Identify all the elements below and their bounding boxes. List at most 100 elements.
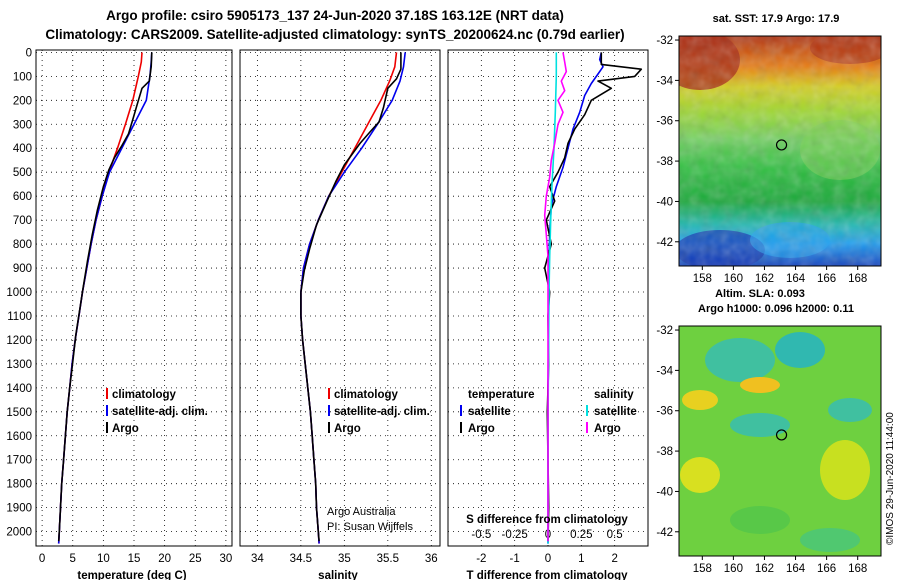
depth-tick-label: 1600: [6, 431, 32, 443]
x-tick-label: 10: [97, 553, 110, 565]
depth-tick-label: 1200: [6, 335, 32, 347]
map-x-tick-label: 158: [693, 273, 712, 285]
depth-tick-label: 800: [13, 239, 32, 251]
temperature-series: [57, 52, 153, 544]
map-y-tick-label: -38: [656, 156, 673, 168]
series-line-t-satellite: [547, 52, 604, 544]
x-tick-label: 5: [70, 553, 76, 565]
salinity-x-tick-labels: 34 34.5 35 35.5 36: [251, 553, 438, 565]
map-y-tick-label: -32: [656, 325, 673, 337]
sst-map-panel: sat. SST: 17.9 Argo: 17.9 158 160 162 164 16…: [656, 13, 882, 285]
annotation-pi: PI: Susan Wijffels: [327, 521, 413, 533]
s-tick-label: -0.5: [471, 529, 491, 541]
legend-mark-t-argo: [460, 422, 462, 433]
map-y-tick-label: -38: [656, 446, 673, 458]
salinity-panel: 34 34.5 35 35.5 36 salinity climatology sate…: [239, 49, 441, 580]
depth-tick-label: 1000: [6, 287, 32, 299]
salinity-axes-box: [239, 49, 441, 547]
salinity-legend: climatology satellite-adj. clim. Argo: [328, 388, 430, 435]
legend-label-climatology: climatology: [334, 389, 399, 401]
x-tick-label: 34: [251, 553, 264, 565]
legend-label-t-satellite: satellite: [468, 406, 511, 418]
legend-title-salinity: salinity: [594, 389, 634, 401]
depth-tick-label: 200: [13, 95, 32, 107]
legend-label-argo: Argo: [334, 423, 361, 435]
depth-tick-label: 500: [13, 167, 32, 179]
legend-label-satellite-adj: satellite-adj. clim.: [334, 406, 430, 418]
legend-label-t-argo: Argo: [468, 423, 495, 435]
s-tick-label: -0.25: [502, 529, 528, 541]
x-tick-label: 0: [39, 553, 45, 565]
sla-map-title-line2: Argo h1000: 0.096 h2000: 0.11: [698, 303, 854, 315]
legend-mark-climatology: [328, 388, 330, 399]
x-tick-label: 30: [219, 553, 232, 565]
legend-mark-argo: [328, 422, 330, 433]
legend-label-s-argo: Argo: [594, 423, 621, 435]
map-x-tick-label: 158: [693, 563, 712, 575]
imos-credit: ©IMOS 29-Jun-2020 11:44:00: [885, 412, 896, 545]
temperature-legend: climatology satellite-adj. clim. Argo: [106, 388, 208, 435]
x-tick-label: 35: [338, 553, 351, 565]
depth-tick-label: 1900: [6, 503, 32, 515]
series-line-s-argo: [543, 52, 568, 542]
sla-map-frame: [678, 325, 882, 557]
legend-title-temperature: temperature: [468, 389, 534, 401]
x-tick-label: -1: [510, 553, 520, 565]
legend-label-s-satellite: satellite: [594, 406, 637, 418]
map-y-tick-label: -42: [656, 527, 673, 539]
legend-mark-satellite-adj: [328, 405, 330, 416]
map-y-tick-label: -40: [656, 486, 673, 498]
sla-low-patch: [820, 440, 870, 500]
sst-map-frame: [678, 35, 882, 267]
map-y-tick-label: -34: [656, 365, 673, 377]
map-x-tick-label: 168: [848, 273, 867, 285]
map-x-tick-label: 166: [817, 273, 836, 285]
series-line-argo: [300, 52, 402, 542]
map-y-tick-label: -42: [656, 237, 673, 249]
x-tick-label: -2: [476, 553, 486, 565]
x-tick-label: 35.5: [377, 553, 399, 565]
sla-map-title-line1: Altim. SLA: 0.093: [715, 288, 805, 300]
salinity-series: [300, 52, 406, 544]
series-line-climatology: [57, 52, 143, 544]
difference-xlabel-t: T difference from climatology: [466, 570, 628, 580]
map-y-tick-label: -34: [656, 75, 673, 87]
sla-high-patch: [828, 398, 872, 422]
depth-tick-label: 0: [26, 47, 32, 59]
x-tick-label: 36: [425, 553, 438, 565]
map-x-tick-label: 164: [786, 563, 806, 575]
temperature-panel: 0100200300400500600700800900100011001200…: [6, 47, 233, 580]
difference-panel: -2 -1 0 1 2 -0.5 -0.25 0 0.25 0.5 S difference f…: [447, 49, 649, 580]
sla-high-patch: [705, 338, 775, 382]
legend-mark-s-argo: [586, 422, 588, 433]
map-x-tick-label: 168: [848, 563, 867, 575]
map-y-tick-label: -36: [656, 406, 673, 418]
sla-map-tick-labels: 158 160 162 164 166 168 -32 -34 -36 -38 -40 -42: [656, 325, 867, 575]
legend-label-satellite-adj: satellite-adj. clim.: [112, 406, 208, 418]
depth-tick-labels: 0 100 200 300 400 500 600 700 800 900 1000 1100 1200…: [6, 47, 32, 538]
salinity-xlabel: salinity: [318, 570, 358, 580]
x-tick-label: 15: [128, 553, 141, 565]
depth-tick-label: 1400: [6, 383, 32, 395]
sla-map-panel: Altim. SLA: 0.093 Argo h1000: 0.096 h200…: [656, 288, 882, 575]
s-tick-label: 0.5: [607, 529, 623, 541]
sla-mid-patch: [800, 528, 860, 552]
sla-low-patch: [740, 377, 780, 393]
map-y-tick-label: -40: [656, 196, 673, 208]
x-tick-label: 34.5: [290, 553, 312, 565]
depth-tick-label: 1100: [7, 311, 32, 323]
sst-map-tick-labels: 158 160 162 164 166 168 -32 -34 -36 -38 -40 -42: [656, 35, 867, 285]
map-x-tick-label: 166: [817, 563, 836, 575]
series-line-argo: [57, 52, 153, 542]
difference-legend: temperature satellite Argo salinity sate…: [460, 389, 637, 435]
depth-tick-label: 300: [13, 119, 32, 131]
map-y-tick-label: -32: [656, 35, 673, 47]
depth-tick-label: 1700: [6, 455, 32, 467]
depth-tick-label: 400: [13, 143, 32, 155]
sla-high-patch: [730, 413, 790, 437]
difference-x-tick-labels: -2 -1 0 1 2: [476, 553, 618, 565]
series-line-s-satellite: [547, 52, 558, 544]
legend-label-argo: Argo: [112, 423, 139, 435]
sla-low-patch: [682, 390, 718, 410]
